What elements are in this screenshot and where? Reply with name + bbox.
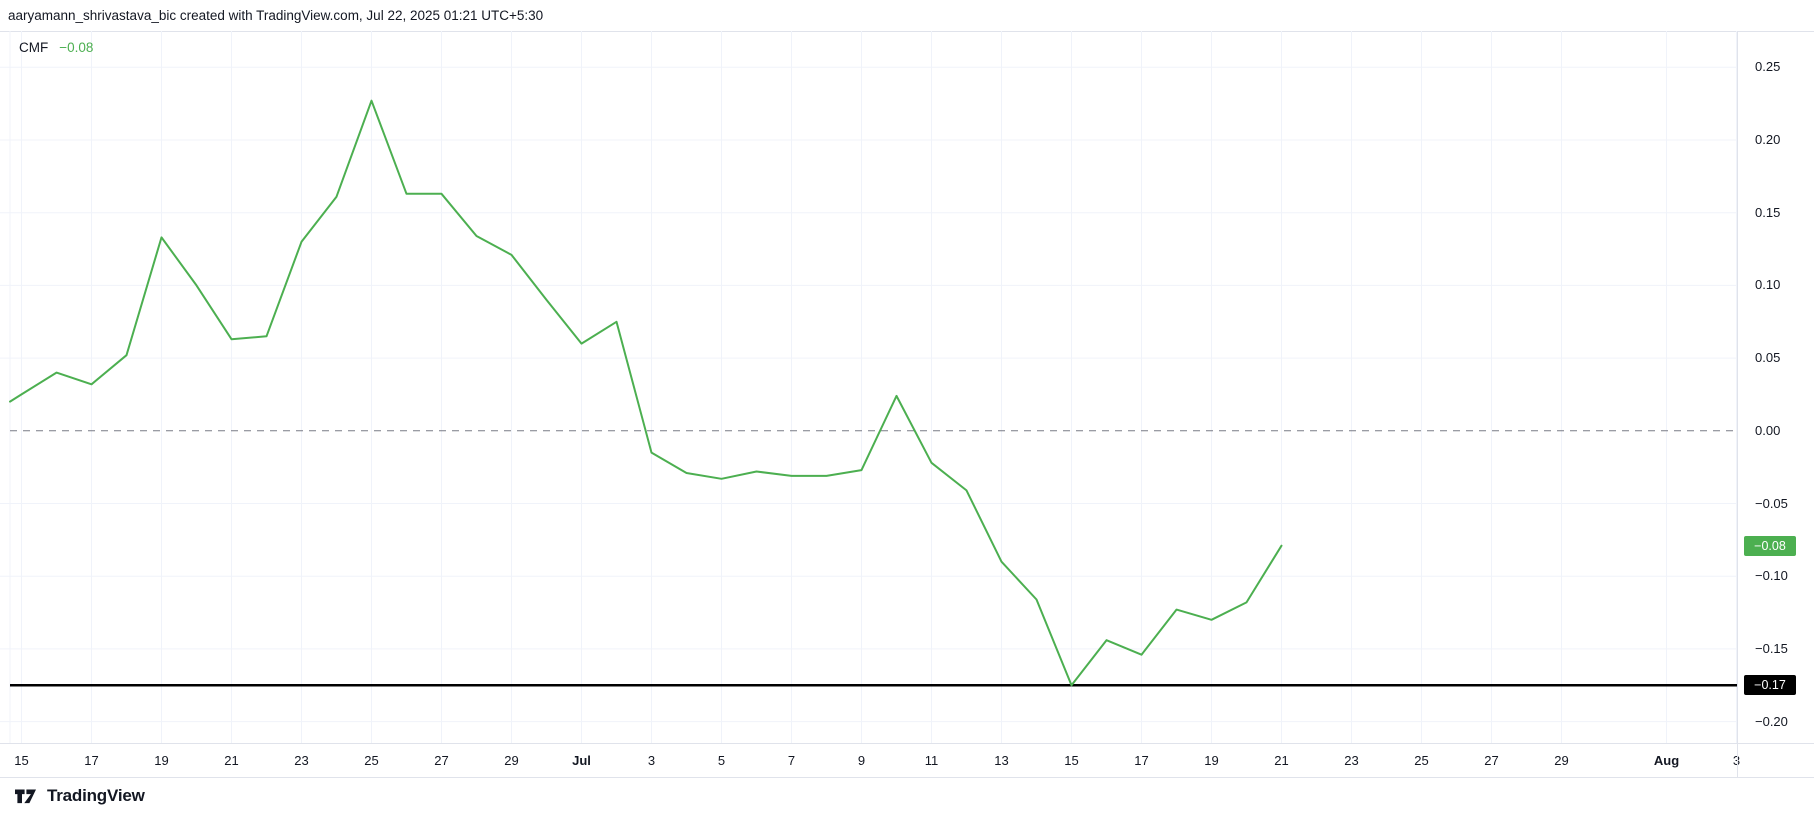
time-tick-label: 3 xyxy=(647,753,656,768)
time-tick-label: 11 xyxy=(924,753,939,768)
tradingview-logo-icon xyxy=(15,789,36,803)
time-tick-label: 19 xyxy=(1204,753,1219,768)
price-tick-label: 0.25 xyxy=(1755,59,1781,75)
indicator-legend[interactable]: CMF −0.08 xyxy=(19,40,93,55)
time-tick-label: 19 xyxy=(154,753,169,768)
price-axis-border xyxy=(1737,31,1738,777)
price-tick-label: −0.10 xyxy=(1755,568,1788,584)
time-tick-label: Aug xyxy=(1653,753,1680,768)
time-tick-label: 13 xyxy=(994,753,1009,768)
time-tick-label: Jul xyxy=(572,753,591,768)
time-tick-label: 27 xyxy=(1484,753,1499,768)
price-tick-label: 0.10 xyxy=(1755,277,1781,293)
pane-top-border xyxy=(0,31,1814,32)
plot-bottom-border xyxy=(0,743,1814,744)
time-tick-label: 9 xyxy=(857,753,866,768)
indicator-name[interactable]: CMF xyxy=(19,40,49,55)
price-tick-label: 0.15 xyxy=(1755,204,1781,220)
time-tick-label: 15 xyxy=(1064,753,1079,768)
tradingview-brand-text: TradingView xyxy=(47,786,145,805)
time-tick-label: 27 xyxy=(434,753,449,768)
time-tick-label: 15 xyxy=(14,753,29,768)
time-tick-label: 7 xyxy=(787,753,796,768)
time-tick-label: 17 xyxy=(1134,753,1149,768)
time-tick-label: 17 xyxy=(84,753,99,768)
time-tick-label: 21 xyxy=(224,753,239,768)
price-tick-label: −0.15 xyxy=(1755,640,1788,656)
time-axis-separator xyxy=(0,777,1814,778)
time-tick-label: 25 xyxy=(364,753,379,768)
snapshot-title: aaryamann_shrivastava_bic created with T… xyxy=(8,8,544,23)
last-value-badge: −0.08 xyxy=(1744,535,1796,556)
time-tick-label: 23 xyxy=(1344,753,1359,768)
time-tick-label: 29 xyxy=(504,753,519,768)
price-tick-label: 0.00 xyxy=(1755,422,1781,438)
time-tick-label: 21 xyxy=(1274,753,1289,768)
price-tick-label: −0.20 xyxy=(1755,713,1788,729)
time-tick-label: 25 xyxy=(1414,753,1429,768)
time-tick-label: 23 xyxy=(294,753,309,768)
tradingview-attribution[interactable]: TradingView xyxy=(15,786,145,806)
level-line-badge: −0.17 xyxy=(1744,675,1796,696)
time-tick-label: 5 xyxy=(717,753,726,768)
time-tick-label: 29 xyxy=(1554,753,1569,768)
price-tick-label: −0.05 xyxy=(1755,495,1788,511)
price-tick-label: 0.20 xyxy=(1755,132,1781,147)
price-tick-label: 0.05 xyxy=(1755,350,1781,366)
indicator-last-value: −0.08 xyxy=(59,40,94,55)
time-tick-label: 3 xyxy=(1709,752,1765,770)
